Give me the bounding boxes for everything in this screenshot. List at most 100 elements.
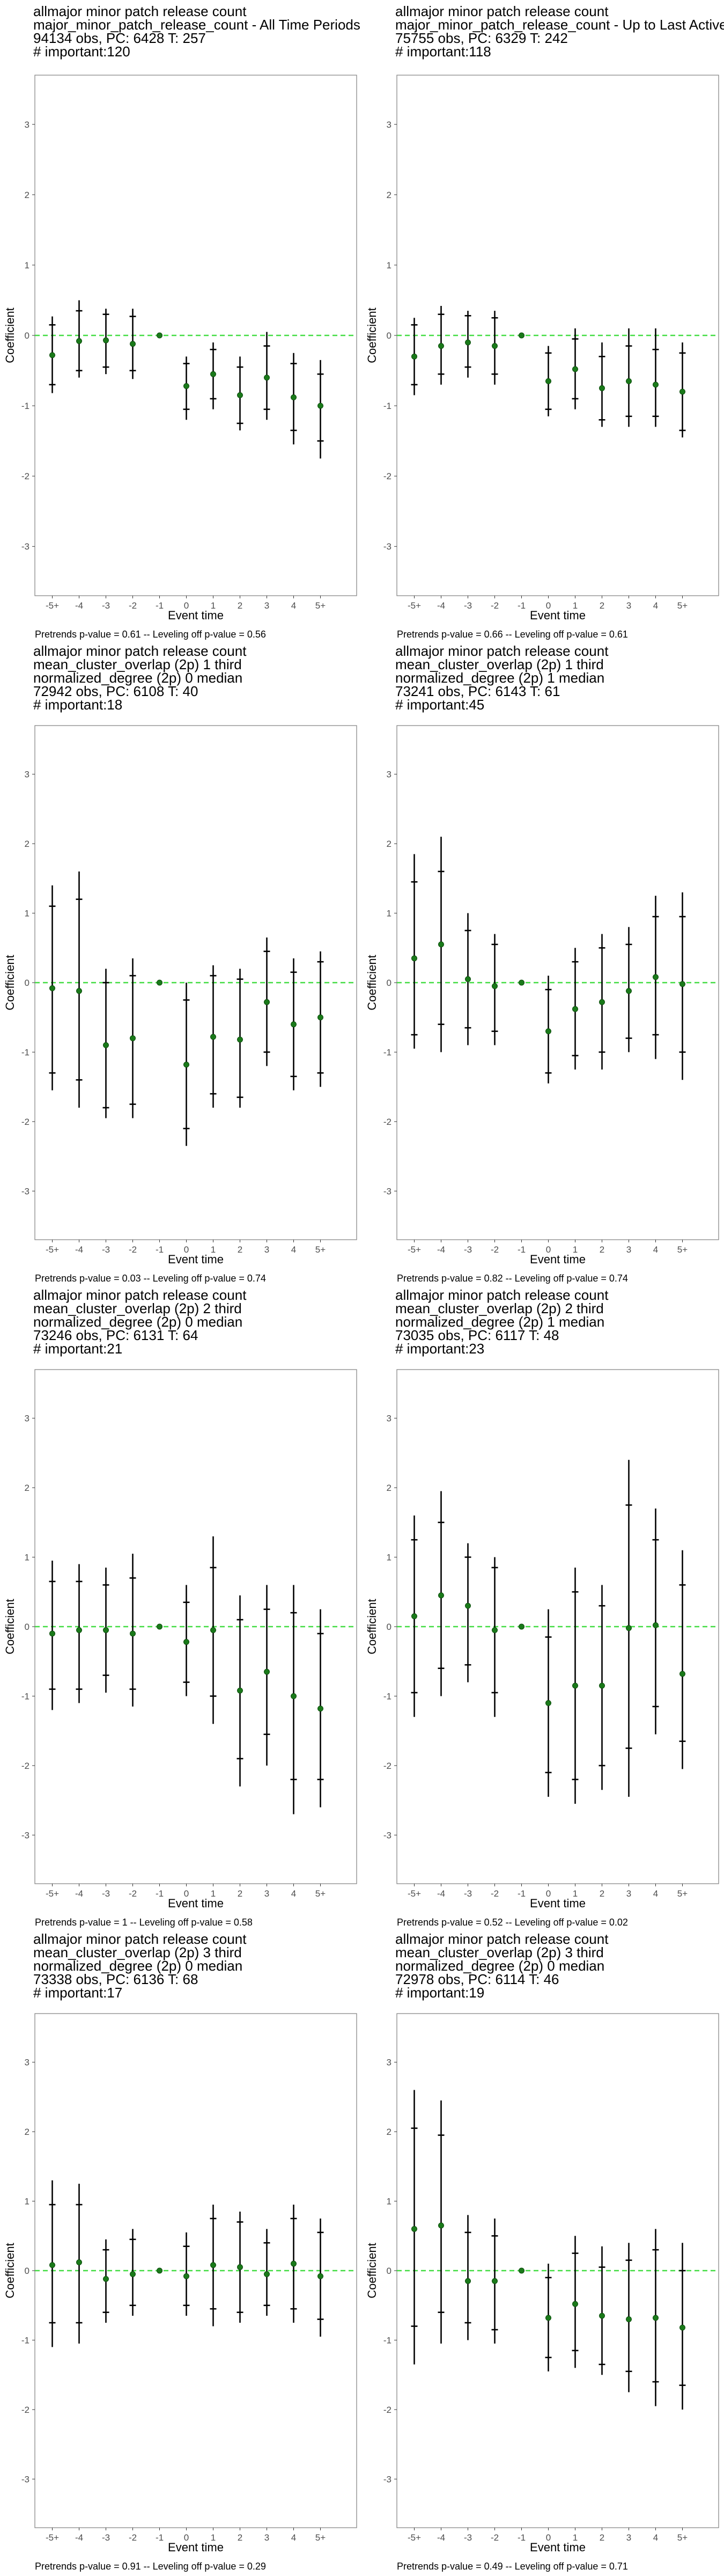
coefficient-point (599, 999, 605, 1005)
y-tick-label: -1 (21, 401, 29, 411)
y-tick-label: 2 (387, 190, 391, 200)
coefficient-point (210, 1034, 216, 1040)
x-tick-label: 1 (573, 1245, 578, 1255)
chart-title-line: normalized_degree (2p) 0 median (33, 1314, 242, 1330)
x-tick-label: 5+ (315, 1889, 326, 1899)
y-tick-label: 1 (25, 2197, 29, 2207)
y-tick-label: 2 (25, 190, 29, 200)
coefficient-point (237, 1687, 243, 1694)
coefficient-point (411, 353, 417, 360)
coefficient-point (237, 392, 243, 398)
x-tick-label: 2 (238, 1889, 242, 1899)
x-tick-label: 2 (600, 601, 604, 611)
x-tick-label: -4 (437, 1245, 445, 1255)
x-tick-label: 3 (264, 601, 269, 611)
x-tick-label: -5+ (408, 1889, 421, 1899)
chart-panel: allmajor minor patch release count mean_c… (0, 644, 362, 1288)
x-axis-title: Event time (168, 1253, 224, 1266)
x-tick-label: 0 (184, 2533, 189, 2543)
x-tick-label: 4 (653, 2533, 658, 2543)
x-tick-label: 4 (291, 601, 296, 611)
y-tick-label: 0 (25, 1622, 29, 1632)
y-tick-label: -1 (383, 1047, 391, 1057)
x-tick-label: -4 (75, 601, 83, 611)
coefficient-point (545, 1028, 551, 1035)
y-axis-title: Coefficient (3, 2243, 17, 2299)
y-tick-label: 1 (387, 1553, 391, 1563)
x-tick-label: 1 (573, 601, 578, 611)
chart-panel: allmajor minor patch release count mean_c… (362, 644, 724, 1288)
x-tick-label: 0 (184, 1245, 189, 1255)
x-axis-title: Event time (530, 2541, 586, 2554)
x-tick-label: 4 (653, 1889, 658, 1899)
chart-title-line: normalized_degree (2p) 0 median (33, 670, 242, 686)
x-tick-label: 2 (238, 601, 242, 611)
x-tick-label: -1 (518, 1245, 526, 1255)
chart-title-line: # important:21 (33, 1341, 122, 1357)
coefficient-point (653, 2315, 659, 2321)
x-axis-title: Event time (530, 1897, 586, 1910)
coefficient-point (103, 337, 109, 343)
pvalue-caption: Pretrends p-value = 0.91 -- Leveling off… (35, 2561, 266, 2572)
x-tick-label: -5+ (408, 601, 421, 611)
coefficient-point (492, 2278, 498, 2284)
y-tick-label: -2 (383, 1761, 391, 1771)
coefficient-point (130, 2271, 136, 2277)
coefficient-point (317, 402, 323, 409)
x-tick-label: -3 (464, 1889, 472, 1899)
x-tick-label: -3 (464, 1245, 472, 1255)
coefficient-point (519, 979, 524, 986)
x-tick-label: 1 (211, 601, 216, 611)
chart-svg: allmajor minor patch release countmean_c… (365, 644, 719, 1284)
chart-title-line: 73246 obs, PC: 6131 T: 64 (33, 1327, 198, 1343)
x-tick-label: 3 (264, 1889, 269, 1899)
chart-title-line: 72942 obs, PC: 6108 T: 40 (33, 683, 198, 699)
x-tick-label: -4 (437, 2533, 445, 2543)
chart-panel: allmajor minor patch release count major_… (0, 0, 362, 644)
pvalue-caption: Pretrends p-value = 0.66 -- Leveling off… (397, 629, 628, 640)
x-tick-label: 2 (600, 1245, 604, 1255)
y-tick-label: 1 (25, 260, 29, 270)
y-tick-label: -3 (383, 1186, 391, 1196)
coefficient-point (572, 2301, 578, 2307)
x-tick-label: 2 (238, 1245, 242, 1255)
chart-title-line: allmajor minor patch release count (33, 644, 247, 659)
y-axis-title: Coefficient (365, 2243, 379, 2299)
coefficient-point (653, 382, 659, 388)
y-axis-title: Coefficient (365, 955, 379, 1011)
x-tick-label: -4 (437, 1889, 445, 1899)
y-tick-label: -3 (383, 541, 391, 552)
x-tick-label: -5+ (46, 2533, 59, 2543)
chart-title-line: # important:118 (395, 43, 491, 60)
chart-title-line: allmajor minor patch release count (33, 3, 247, 19)
chart-title-line: normalized_degree (2p) 1 median (395, 1314, 604, 1330)
coefficient-point (438, 2222, 444, 2229)
chart-title-line: 73035 obs, PC: 6117 T: 48 (395, 1327, 559, 1343)
x-tick-label: -1 (518, 601, 526, 611)
coefficient-point (438, 941, 444, 948)
x-tick-label: -2 (491, 1889, 499, 1899)
x-tick-label: 0 (184, 601, 189, 611)
y-tick-label: 3 (25, 1414, 29, 1424)
x-tick-label: 5+ (677, 1889, 688, 1899)
x-tick-label: 3 (264, 1245, 269, 1255)
y-tick-label: -1 (21, 2335, 29, 2345)
chart-title-line: # important:23 (395, 1341, 484, 1357)
y-tick-label: 1 (25, 1553, 29, 1563)
coefficient-point (545, 2315, 551, 2321)
x-tick-label: 3 (626, 2533, 631, 2543)
pvalue-caption: Pretrends p-value = 0.61 -- Leveling off… (35, 629, 266, 640)
chart-title-line: 72978 obs, PC: 6114 T: 46 (395, 1971, 559, 1987)
x-axis-title: Event time (168, 2541, 224, 2554)
coefficient-point (626, 378, 632, 384)
x-tick-label: -1 (156, 601, 164, 611)
coefficient-point (157, 332, 162, 339)
x-tick-label: 1 (211, 2533, 216, 2543)
chart-title-line: mean_cluster_overlap (2p) 1 third (395, 656, 604, 672)
pvalue-caption: Pretrends p-value = 0.82 -- Leveling off… (397, 1273, 628, 1284)
y-axis-title: Coefficient (3, 1599, 17, 1655)
x-tick-label: 0 (546, 2533, 551, 2543)
y-tick-label: 0 (25, 978, 29, 988)
coefficient-point (157, 2267, 162, 2274)
y-tick-label: -3 (21, 1830, 29, 1840)
